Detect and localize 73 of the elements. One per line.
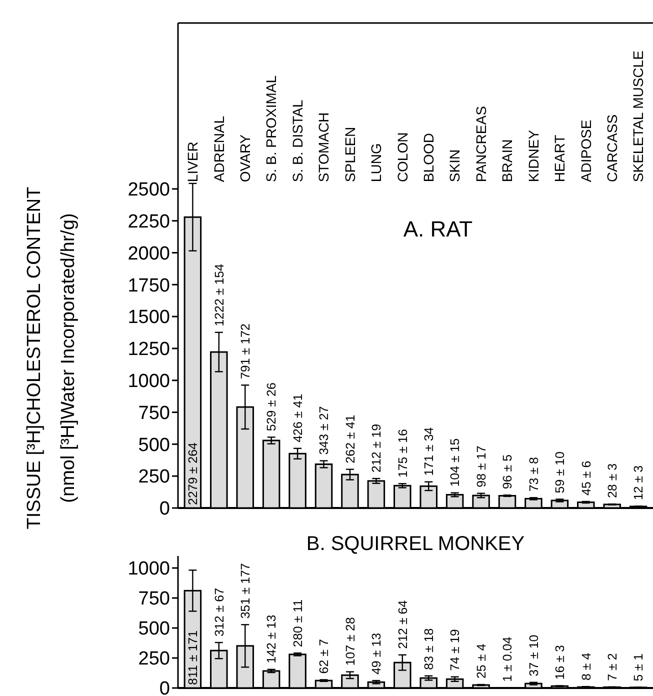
x-tick-label: LUNG — [368, 143, 384, 182]
data-label: 312 ± 67 — [212, 588, 226, 637]
x-tick-label: PANCREAS — [472, 106, 489, 182]
data-label: 212 ± 19 — [370, 424, 384, 473]
x-tick-label: SKIN — [446, 149, 463, 182]
y-axis-title: TISSUE [³H]CHOLESTEROL CONTENT (nmol [³H]Water Incorporated/hr/g) — [24, 186, 79, 530]
x-tick-label: COLON — [394, 132, 410, 182]
y-tick-label: 0 — [159, 498, 170, 520]
x-tick-label: LIVER — [184, 142, 201, 182]
data-label: 2279 ± 264 — [186, 442, 200, 505]
data-label: 96 ± 5 — [500, 454, 515, 490]
x-tick-label: SPLEEN — [342, 126, 358, 182]
data-label: 7 ± 2 — [605, 653, 620, 681]
data-label: 529 ± 26 — [264, 382, 279, 432]
data-label: 791 ± 172 — [238, 324, 252, 380]
x-tick-label: HEART — [552, 134, 568, 182]
data-label: 1222 ± 154 — [212, 264, 226, 326]
data-label: 25 ± 4 — [474, 644, 488, 679]
data-label: 280 ± 11 — [290, 599, 305, 648]
data-label: 45 ± 6 — [579, 460, 594, 496]
data-label: 351 ± 177 — [238, 563, 252, 619]
y-tick-label: 250 — [138, 648, 170, 670]
y-tick-label: 250 — [138, 466, 170, 488]
x-tick-label: BRAIN — [499, 139, 516, 182]
x-tick-label: BLOOD — [420, 133, 437, 182]
y-tick-label: 2250 — [128, 211, 170, 232]
data-label: 59 ± 10 — [553, 452, 568, 494]
y-tick-label: 750 — [138, 402, 170, 424]
y-tick-label: 1000 — [128, 558, 170, 580]
x-tick-label: S. B. PROXIMAL — [263, 75, 280, 182]
x-tick-label: OVARY — [237, 134, 254, 182]
y-tick-label: 500 — [138, 434, 170, 456]
data-label: 212 ± 64 — [396, 600, 410, 649]
y-tick-label: 1250 — [128, 339, 170, 360]
data-label: 343 ± 27 — [317, 406, 332, 455]
data-label: 142 ± 13 — [264, 614, 279, 664]
data-label: 426 ± 41 — [290, 394, 305, 442]
data-label: 28 ± 3 — [605, 463, 620, 498]
x-tick-label: STOMACH — [316, 112, 332, 182]
data-label: 107 ± 28 — [343, 617, 358, 666]
y-tick-label: 0 — [159, 678, 170, 696]
data-label: 8 ± 4 — [579, 652, 594, 681]
data-label: 73 ± 8 — [526, 456, 541, 492]
data-label: 74 ± 19 — [448, 629, 462, 671]
y-tick-label: 1750 — [128, 275, 170, 296]
text: A. RAT — [403, 216, 473, 242]
y-tick-label: 750 — [138, 588, 170, 610]
data-label: 811 ± 171 — [186, 630, 200, 685]
chart-title: B. SQUIRREL MONKEY — [306, 533, 525, 555]
x-tick-label: ADIPOSE — [578, 120, 594, 182]
data-label: 62 ± 7 — [317, 639, 332, 674]
data-label: 262 ± 41 — [343, 414, 358, 464]
x-tick-label: CARCASS — [604, 114, 620, 182]
data-label: 175 ± 16 — [396, 429, 410, 478]
y-tick-label: 2000 — [128, 243, 170, 264]
data-label: 49 ± 13 — [370, 632, 384, 675]
data-label: 1 ± 0.04 — [500, 636, 515, 682]
x-tick-label: KIDNEY — [525, 129, 542, 182]
y-tick-label: 1000 — [128, 371, 170, 392]
y-tick-label: 500 — [138, 618, 170, 640]
data-label: 12 ± 3 — [632, 465, 646, 500]
y-tick-label: 1500 — [128, 307, 170, 328]
data-label: 5 ± 1 — [632, 654, 646, 682]
data-label: 104 ± 15 — [448, 438, 462, 487]
data-label: 171 ± 34 — [422, 427, 436, 476]
y-tick-label: 2500 — [128, 180, 170, 201]
data-label: 83 ± 18 — [422, 628, 436, 670]
data-label: 98 ± 17 — [474, 446, 488, 488]
data-label: 37 ± 10 — [526, 634, 541, 676]
data-label: 16 ± 3 — [553, 645, 568, 680]
x-tick-label: ADRENAL — [210, 116, 227, 182]
x-tick-label: S. B. DISTAL — [289, 100, 306, 182]
x-tick-label: SKELETAL MUSCLE — [630, 50, 646, 182]
